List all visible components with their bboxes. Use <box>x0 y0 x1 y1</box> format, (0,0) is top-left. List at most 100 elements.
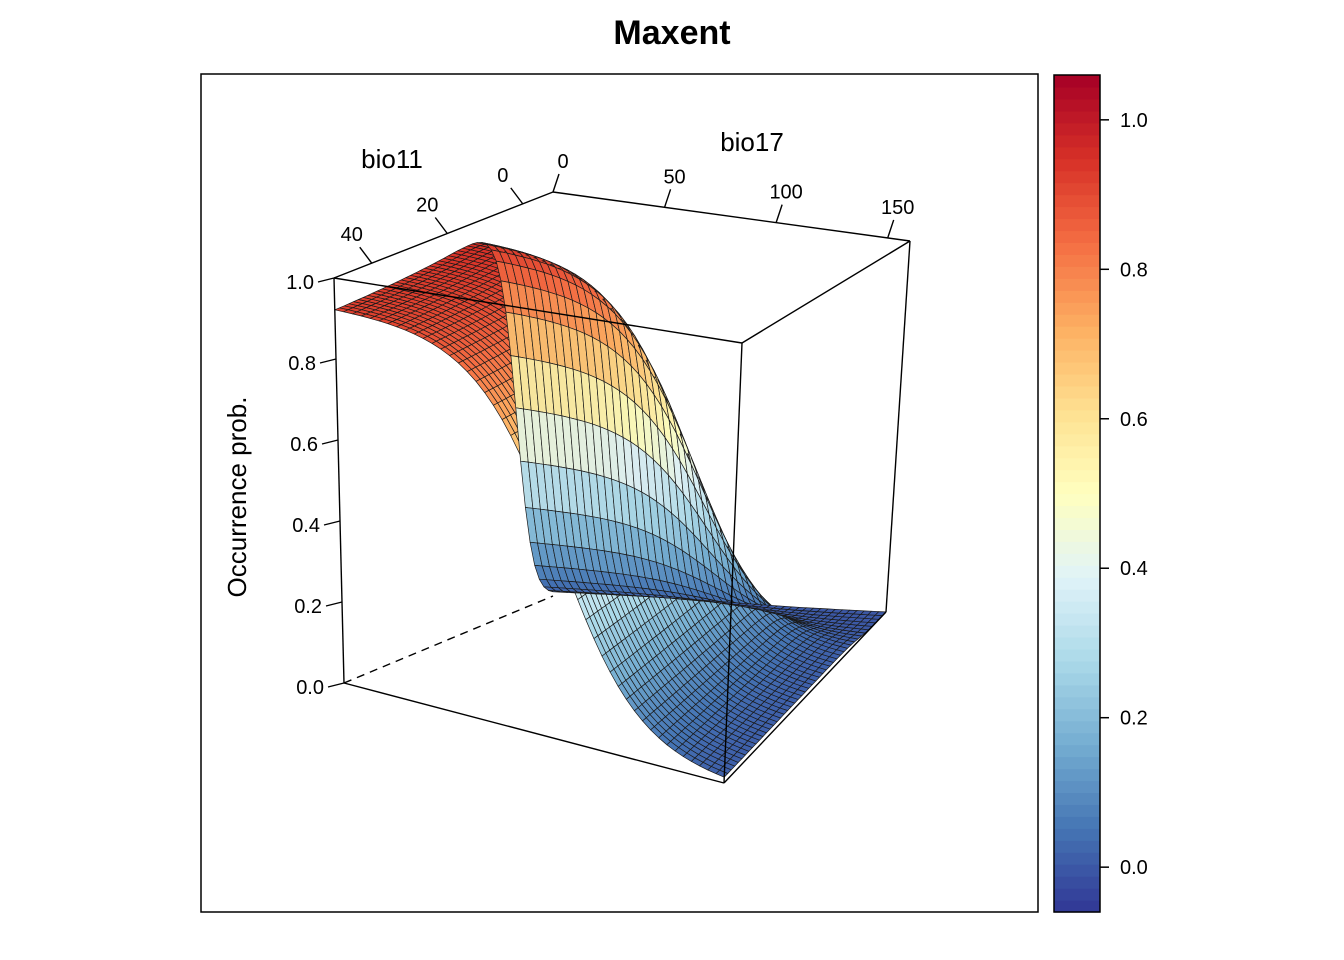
colorbar-band <box>1054 481 1100 495</box>
x-tick <box>552 173 560 193</box>
box-edge <box>723 611 887 784</box>
colorbar-band <box>1054 158 1100 172</box>
colorbar-band <box>1054 732 1100 746</box>
colorbar-band <box>1054 122 1100 136</box>
box-edge <box>333 277 743 344</box>
colorbar-band <box>1054 206 1100 220</box>
x-axis-label: bio17 <box>720 127 784 157</box>
box-edge-hidden <box>343 595 554 684</box>
colorbar-band <box>1054 696 1100 710</box>
colorbar-tick-label: 0.4 <box>1120 558 1148 580</box>
colorbar-band <box>1054 385 1100 399</box>
colorbar-band <box>1054 134 1100 148</box>
colorbar-band <box>1054 828 1100 841</box>
colorbar-band <box>1054 648 1100 662</box>
colorbar-band <box>1054 302 1100 315</box>
colorbar-band <box>1054 625 1100 638</box>
colorbar-band <box>1054 816 1100 829</box>
colorbar-band <box>1054 266 1100 279</box>
colorbar-band <box>1054 792 1100 805</box>
colorbar-band <box>1054 290 1100 303</box>
z-tick-label: 0.8 <box>288 353 316 375</box>
colorbar-band <box>1054 756 1100 770</box>
colorbar-band <box>1054 720 1100 734</box>
colorbar-band <box>1054 876 1100 889</box>
y-tick-label: 40 <box>341 224 363 246</box>
colorbar-band <box>1054 565 1100 578</box>
colorbar-band <box>1054 613 1100 626</box>
colorbar-tick-label: 0.6 <box>1120 409 1148 431</box>
chart-title: Maxent <box>613 14 730 52</box>
box-edge <box>741 240 911 344</box>
z-tick <box>319 358 337 364</box>
z-tick <box>327 682 345 688</box>
box-edge <box>723 342 743 784</box>
colorbar-band <box>1054 601 1100 614</box>
colorbar-band <box>1054 242 1100 255</box>
z-tick <box>317 277 335 283</box>
colorbar-band <box>1054 672 1100 686</box>
colorbar-band <box>1054 182 1100 196</box>
colorbar-band <box>1054 852 1100 865</box>
colorbar-band <box>1054 864 1100 877</box>
colorbar-band <box>1054 505 1100 519</box>
colorbar-tick-label: 0.2 <box>1120 708 1148 730</box>
colorbar: 0.0 0.2 0.4 0.6 0.8 1.0 <box>1053 74 1148 913</box>
colorbar-band <box>1054 744 1100 758</box>
colorbar-band <box>1054 445 1100 459</box>
z-tick-label: 0.4 <box>292 515 320 537</box>
box-edge <box>333 191 554 279</box>
colorbar-band <box>1054 421 1100 435</box>
colorbar-band <box>1054 529 1100 542</box>
plot-frame <box>200 73 1039 913</box>
colorbar-band <box>1054 900 1100 913</box>
x-tick-label: 0 <box>557 151 568 173</box>
colorbar-band <box>1054 768 1100 782</box>
colorbar-band <box>1054 361 1100 375</box>
z-axis-label: Occurrence prob. <box>222 397 252 598</box>
colorbar-band <box>1054 457 1100 471</box>
colorbar-band <box>1054 780 1100 794</box>
x-tick-label: 150 <box>881 197 914 219</box>
z-tick-label: 1.0 <box>286 272 314 294</box>
colorbar-band <box>1054 684 1100 698</box>
colorbar-band <box>1054 338 1100 351</box>
y-axis-label: bio11 <box>361 144 423 174</box>
colorbar-band <box>1054 110 1100 124</box>
colorbar-band <box>1054 840 1100 853</box>
colorbar-band <box>1054 397 1100 411</box>
colorbar-band <box>1054 254 1100 267</box>
colorbar-band <box>1054 708 1100 722</box>
z-tick-label: 0.6 <box>290 434 318 456</box>
colorbar-band <box>1054 433 1100 447</box>
box-edge <box>552 191 911 242</box>
x-tick-label: 50 <box>663 166 685 188</box>
bounding-box <box>333 191 911 784</box>
colorbar-band <box>1054 636 1100 650</box>
colorbar-band <box>1054 660 1100 674</box>
box-edge <box>333 277 345 684</box>
x-tick <box>887 219 895 239</box>
colorbar-band <box>1054 326 1100 339</box>
y-tick-label: 20 <box>416 195 438 217</box>
colorbar-band <box>1054 194 1100 208</box>
colorbar-band <box>1054 804 1100 817</box>
colorbar-band <box>1054 577 1100 590</box>
colorbar-band <box>1054 170 1100 184</box>
y-tick <box>359 246 373 264</box>
y-tick <box>434 217 448 234</box>
colorbar-band <box>1054 373 1100 387</box>
y-tick <box>510 187 524 205</box>
colorbar-tick-label: 1.0 <box>1120 110 1148 132</box>
colorbar-band <box>1054 888 1100 901</box>
surface-plot <box>334 242 887 778</box>
axes: 0.0 0.2 0.4 0.6 0.8 1.0 Occurrence prob. 0 20 40 b… <box>222 127 914 699</box>
colorbar-band <box>1054 218 1100 232</box>
colorbar-band <box>1054 146 1100 160</box>
colorbar-band <box>1054 98 1100 112</box>
box-edge <box>343 682 725 784</box>
x-tick <box>663 189 672 208</box>
x-tick <box>775 204 783 223</box>
colorbar-band <box>1054 469 1100 483</box>
